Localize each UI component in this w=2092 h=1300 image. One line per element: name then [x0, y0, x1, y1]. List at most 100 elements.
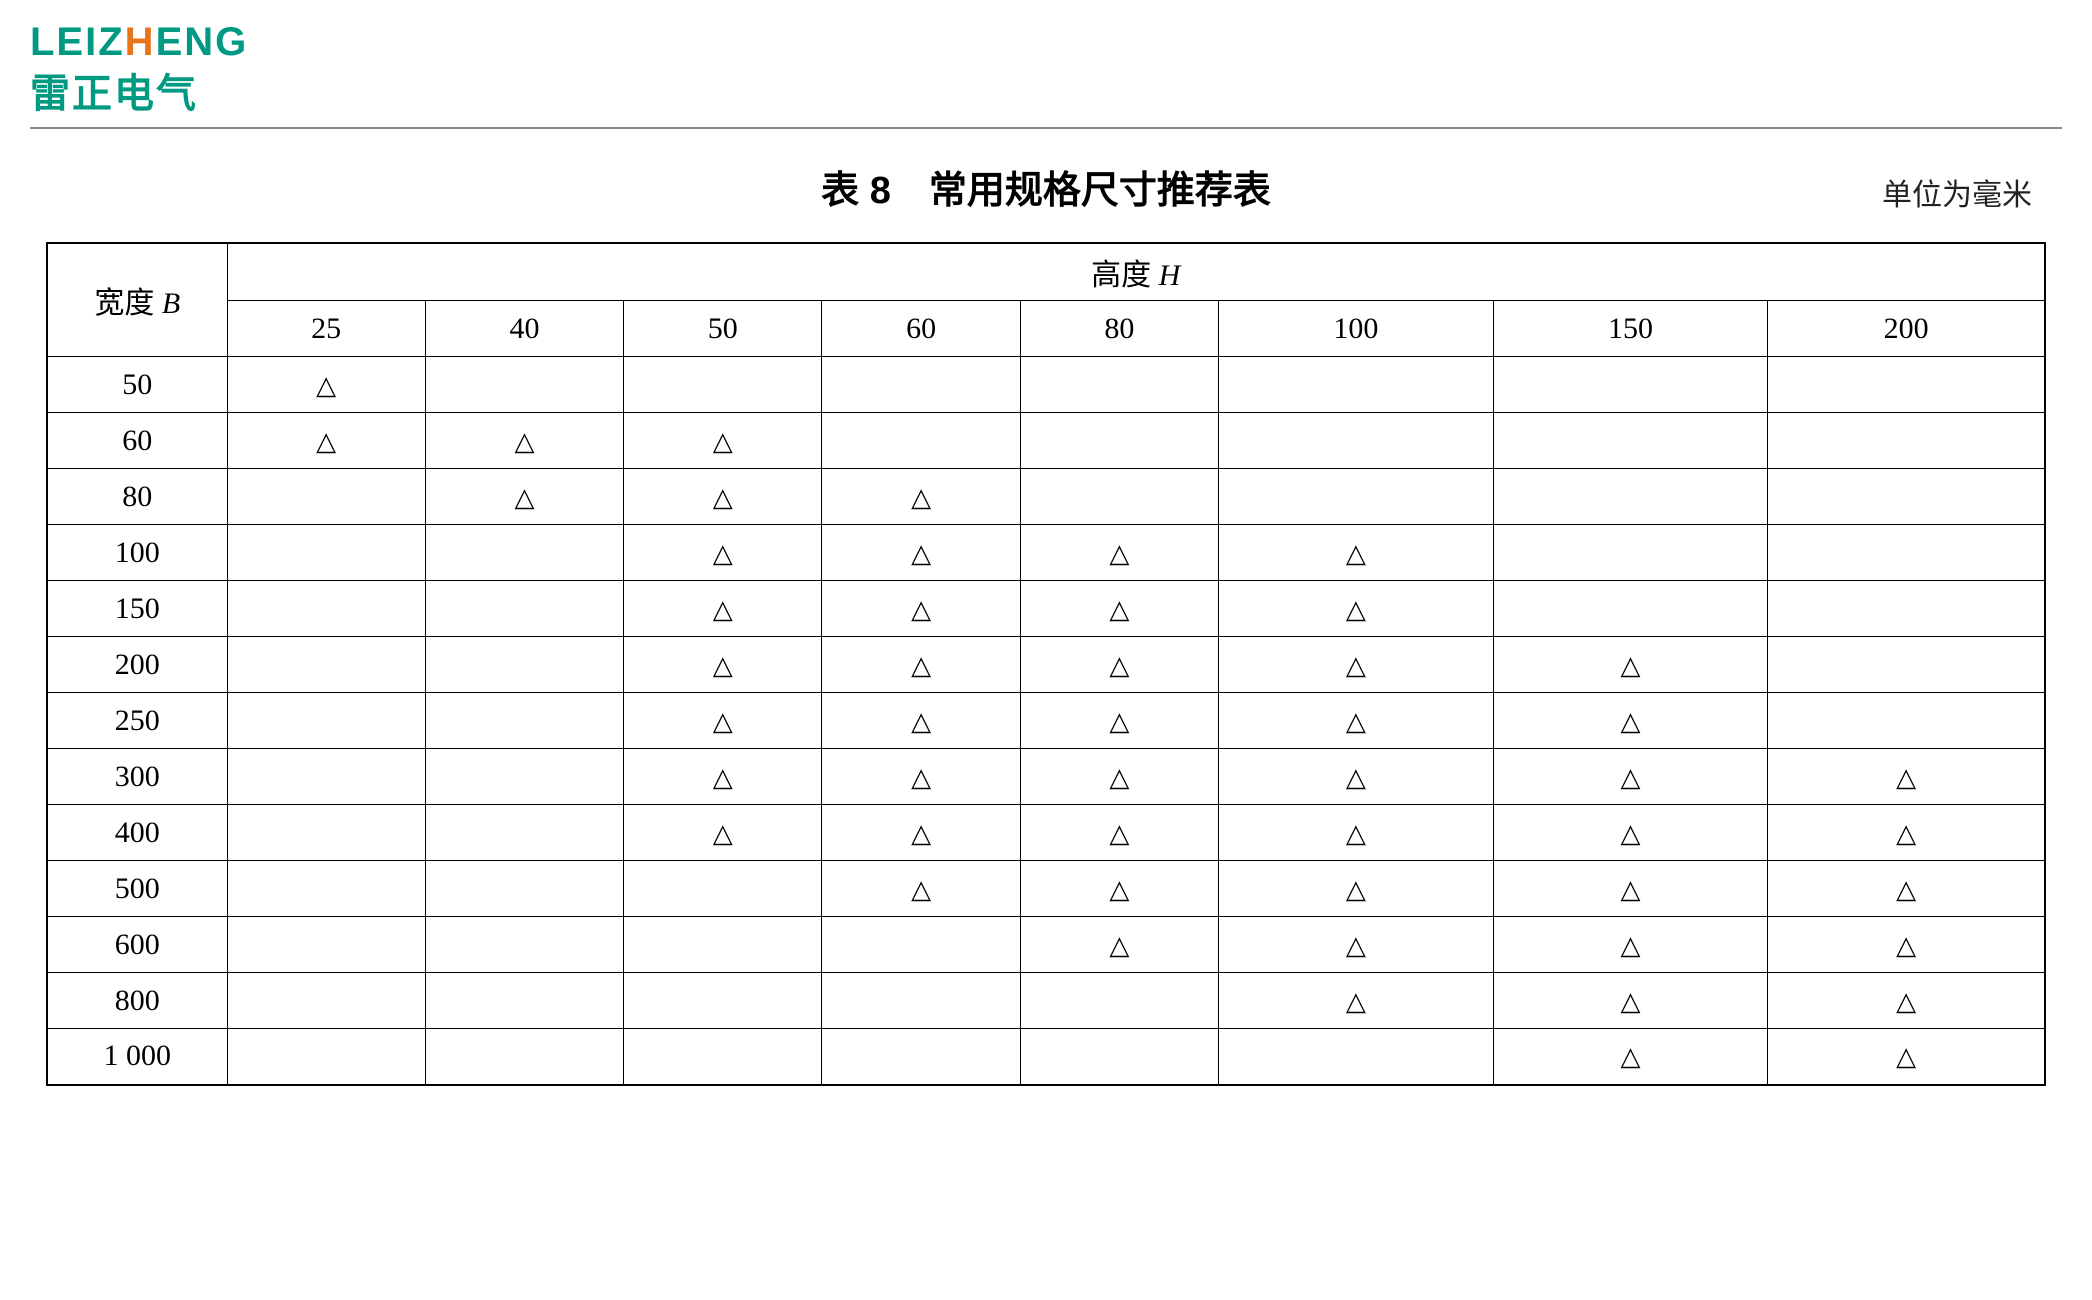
triangle-mark-icon: △ [911, 651, 931, 680]
spec-cell [1493, 525, 1768, 581]
spec-cell: △ [624, 805, 822, 861]
spec-cell [1493, 413, 1768, 469]
spec-cell: △ [1493, 693, 1768, 749]
spec-cell: △ [1020, 749, 1218, 805]
spec-cell [1493, 357, 1768, 413]
spec-cell [1768, 637, 2045, 693]
triangle-mark-icon: △ [1620, 875, 1640, 904]
table-row: 600△△△△ [47, 917, 2045, 973]
triangle-mark-icon: △ [1620, 987, 1640, 1016]
table-row: 800△△△ [47, 973, 2045, 1029]
triangle-mark-icon: △ [713, 707, 733, 736]
row-label: 500 [47, 861, 227, 917]
row-label: 400 [47, 805, 227, 861]
spec-cell [425, 693, 623, 749]
spec-cell [1768, 525, 2045, 581]
col-header-var: H [1159, 259, 1181, 292]
col-header-title: 高度 H [227, 243, 2045, 301]
row-label: 600 [47, 917, 227, 973]
spec-cell: △ [1020, 637, 1218, 693]
spec-cell: △ [822, 469, 1020, 525]
col-header: 40 [425, 301, 623, 357]
spec-cell [1219, 1029, 1494, 1085]
triangle-mark-icon: △ [1109, 819, 1129, 848]
triangle-mark-icon: △ [1620, 763, 1640, 792]
triangle-mark-icon: △ [1346, 539, 1366, 568]
spec-cell: △ [1219, 581, 1494, 637]
spec-cell: △ [822, 805, 1020, 861]
triangle-mark-icon: △ [713, 539, 733, 568]
triangle-mark-icon: △ [1109, 931, 1129, 960]
spec-cell: △ [1493, 1029, 1768, 1085]
table-row: 250△△△△△ [47, 693, 2045, 749]
spec-cell: △ [425, 413, 623, 469]
spec-cell: △ [822, 581, 1020, 637]
spec-cell [1768, 469, 2045, 525]
spec-cell: △ [1493, 861, 1768, 917]
triangle-mark-icon: △ [911, 539, 931, 568]
spec-cell: △ [822, 861, 1020, 917]
spec-cell [227, 973, 425, 1029]
spec-cell: △ [1020, 581, 1218, 637]
table-row: 100△△△△ [47, 525, 2045, 581]
spec-cell [425, 637, 623, 693]
col-header: 50 [624, 301, 822, 357]
triangle-mark-icon: △ [911, 707, 931, 736]
spec-cell: △ [1219, 749, 1494, 805]
triangle-mark-icon: △ [1896, 819, 1916, 848]
logo-en-post: ENG [156, 20, 249, 64]
logo-en-orange: H [125, 20, 156, 64]
col-header: 200 [1768, 301, 2045, 357]
triangle-mark-icon: △ [1896, 763, 1916, 792]
triangle-mark-icon: △ [1346, 595, 1366, 624]
triangle-mark-icon: △ [1620, 1042, 1640, 1071]
triangle-mark-icon: △ [911, 819, 931, 848]
triangle-mark-icon: △ [1620, 819, 1640, 848]
row-label: 50 [47, 357, 227, 413]
spec-cell: △ [822, 749, 1020, 805]
spec-cell: △ [624, 637, 822, 693]
triangle-mark-icon: △ [316, 371, 336, 400]
spec-cell [227, 469, 425, 525]
spec-cell [1020, 1029, 1218, 1085]
row-label: 800 [47, 973, 227, 1029]
triangle-mark-icon: △ [713, 483, 733, 512]
triangle-mark-icon: △ [1346, 707, 1366, 736]
spec-cell [227, 525, 425, 581]
triangle-mark-icon: △ [1896, 987, 1916, 1016]
triangle-mark-icon: △ [1346, 819, 1366, 848]
row-header-var: B [162, 287, 180, 320]
spec-cell [624, 861, 822, 917]
table-head-row-2: 2540506080100150200 [47, 301, 2045, 357]
spec-cell [227, 637, 425, 693]
table-row: 300△△△△△△ [47, 749, 2045, 805]
spec-cell [1020, 469, 1218, 525]
spec-cell [624, 1029, 822, 1085]
triangle-mark-icon: △ [1896, 1042, 1916, 1071]
table-row: 400 △ △ △ △ △ △ [47, 805, 2045, 861]
spec-cell: △ [227, 357, 425, 413]
spec-cell: △ [624, 413, 822, 469]
spec-cell: △ [624, 693, 822, 749]
spec-cell [1768, 413, 2045, 469]
spec-cell: △ [1768, 1029, 2045, 1085]
spec-cell [1493, 581, 1768, 637]
logo-english: LEIZHENG [30, 20, 2062, 65]
spec-cell [624, 973, 822, 1029]
triangle-mark-icon: △ [1620, 707, 1640, 736]
spec-cell: △ [822, 693, 1020, 749]
spec-cell [1020, 973, 1218, 1029]
triangle-mark-icon: △ [1346, 931, 1366, 960]
triangle-mark-icon: △ [911, 595, 931, 624]
spec-cell: △ [1493, 973, 1768, 1029]
spec-cell: △ [624, 469, 822, 525]
spec-cell [822, 413, 1020, 469]
triangle-mark-icon: △ [911, 483, 931, 512]
col-header: 25 [227, 301, 425, 357]
spec-cell: △ [822, 637, 1020, 693]
table-head-row-1: 宽度 B 高度 H [47, 243, 2045, 301]
spec-table: 宽度 B 高度 H 2540506080100150200 50△60△△△80… [46, 242, 2046, 1086]
spec-cell: △ [1219, 637, 1494, 693]
spec-cell: △ [624, 749, 822, 805]
triangle-mark-icon: △ [713, 427, 733, 456]
